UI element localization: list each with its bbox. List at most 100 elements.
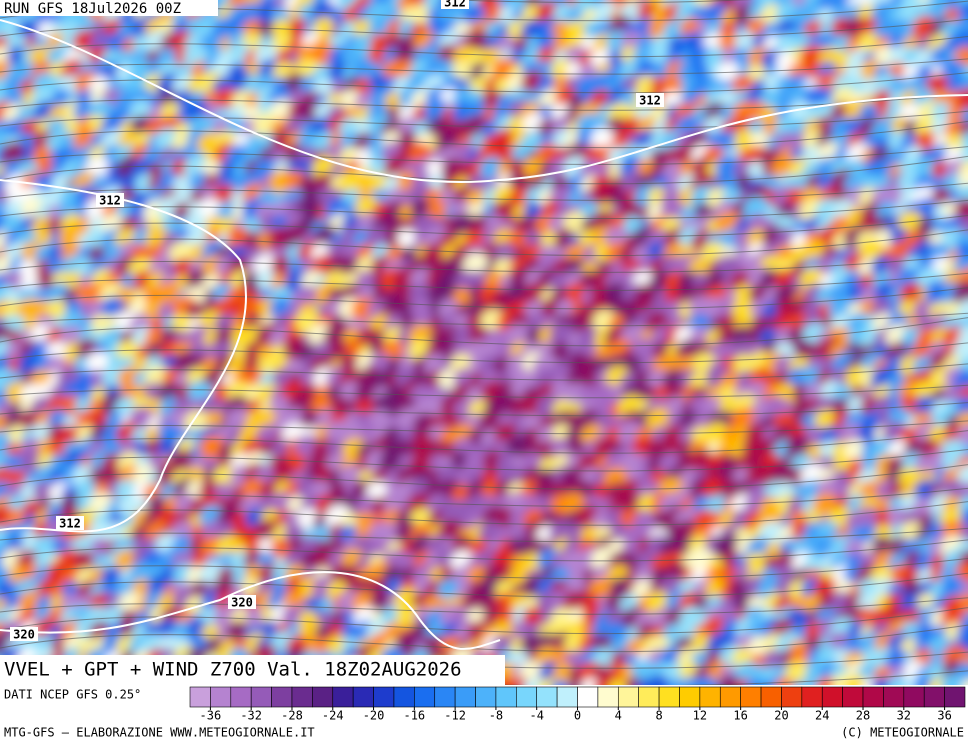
field-cell [355, 270, 377, 291]
colorbar-swatch [699, 686, 721, 708]
streamline [0, 255, 968, 273]
colorbar-swatch [862, 686, 884, 708]
colorbar-swatch [536, 686, 558, 708]
data-source: DATI NCEP GFS 0.25° [4, 688, 141, 702]
field-cell [17, 353, 40, 376]
streamline [0, 58, 968, 75]
colorbar-swatch [352, 686, 374, 708]
streamline [0, 229, 968, 257]
colorbar-swatch [414, 686, 436, 708]
field-cell [397, 228, 417, 249]
streamline [0, 182, 968, 201]
colorbar-swatch [393, 686, 415, 708]
streamline [0, 539, 968, 562]
field-cell [550, 342, 571, 363]
colorbar-swatch [638, 686, 660, 708]
streamline [0, 624, 968, 653]
colorbar-tick-label: -32 [240, 709, 262, 723]
streamline [0, 110, 968, 129]
streamline [0, 312, 968, 327]
field-cell [843, 439, 869, 464]
colorbar: -36 -32 -28 -24 -20 -16 -12 -8 -4 0 4 8 12 16 20 24 28 32… [189, 686, 966, 723]
field-cell [651, 62, 672, 83]
streamline [0, 18, 968, 40]
streamline [0, 287, 968, 310]
colorbar-tick-label: 32 [897, 709, 911, 723]
colorbar-tick-label: -16 [403, 709, 425, 723]
field-cell [91, 538, 110, 557]
contour [0, 571, 501, 650]
colorbar-swatch [210, 686, 232, 708]
colorbar-tick-label: 24 [815, 709, 829, 723]
footer-credit: MTG-GFS — ELABORAZIONE WWW.METEOGIORNALE… [4, 726, 315, 740]
streamline [0, 199, 968, 219]
field-cell [693, 675, 718, 685]
colorbar-swatch [577, 686, 599, 708]
colorbar-swatch [923, 686, 945, 708]
field-cell [775, 33, 798, 56]
title-box [0, 655, 505, 685]
colorbar-swatch [475, 686, 497, 708]
field-cell [940, 673, 966, 685]
colorbar-swatch [495, 686, 517, 708]
field-cell [551, 679, 569, 685]
field-cell [845, 674, 869, 685]
field-cell [958, 422, 968, 446]
field-cell [270, 256, 293, 279]
contour-label-bg [10, 627, 38, 641]
streamline [0, 402, 968, 417]
field-cell [522, 156, 547, 181]
colorbar-swatch [679, 686, 701, 708]
streamline [0, 597, 968, 615]
field-cell [831, 50, 850, 70]
contour [0, 179, 247, 533]
colorbar-tick-label: 8 [655, 709, 662, 723]
streamline [0, 557, 968, 580]
field-cell [549, 323, 576, 350]
colorbar-tick-label: 4 [615, 709, 622, 723]
colorbar-tick-label: -20 [363, 709, 385, 723]
field-cell [763, 649, 784, 670]
field-cell [784, 660, 812, 685]
field-cell [734, 129, 757, 152]
field-cell [409, 4, 432, 28]
colorbar-tick-label: -24 [322, 709, 344, 723]
field-cell [379, 448, 407, 476]
streamline [0, 464, 968, 490]
colorbar-swatch [740, 686, 762, 708]
colorbar-swatch [434, 686, 456, 708]
streamline [0, 342, 968, 364]
colorbar-tick-label: 28 [856, 709, 870, 723]
streamline [0, 430, 968, 454]
streamline [0, 120, 968, 149]
field-cell [426, 159, 445, 178]
streamline [0, 72, 968, 94]
contour-label-bg [96, 193, 124, 207]
colorbar-swatch [312, 686, 334, 708]
contour-label-bg [56, 516, 84, 530]
field-cell [5, 508, 25, 528]
streamline [0, 363, 968, 381]
footer-copyright: (C) METEOGIORNALE [841, 726, 964, 740]
contour-label: 320 [231, 596, 253, 610]
field-cell [570, 681, 586, 685]
field-cell [747, 64, 766, 84]
run-label: RUN GFS 18Jul2026 00Z [4, 1, 181, 17]
streamline [0, 317, 968, 347]
field-cell [316, 610, 337, 631]
colorbar-swatch [760, 686, 782, 708]
colorbar-tick-label: 36 [937, 709, 951, 723]
field-cell [609, 680, 626, 685]
field-cell [270, 538, 291, 559]
field-cell [914, 49, 937, 71]
field-cell [858, 32, 880, 54]
colorbar-swatch [332, 686, 354, 708]
contour-label-bg [636, 93, 664, 107]
streamline [0, 607, 968, 635]
contour [0, 19, 968, 183]
colorbar-swatch [842, 686, 864, 708]
colorbar-swatch [658, 686, 680, 708]
colorbar-swatch [597, 686, 619, 708]
field-cell [32, 481, 53, 501]
contour-label-bg [441, 0, 469, 9]
